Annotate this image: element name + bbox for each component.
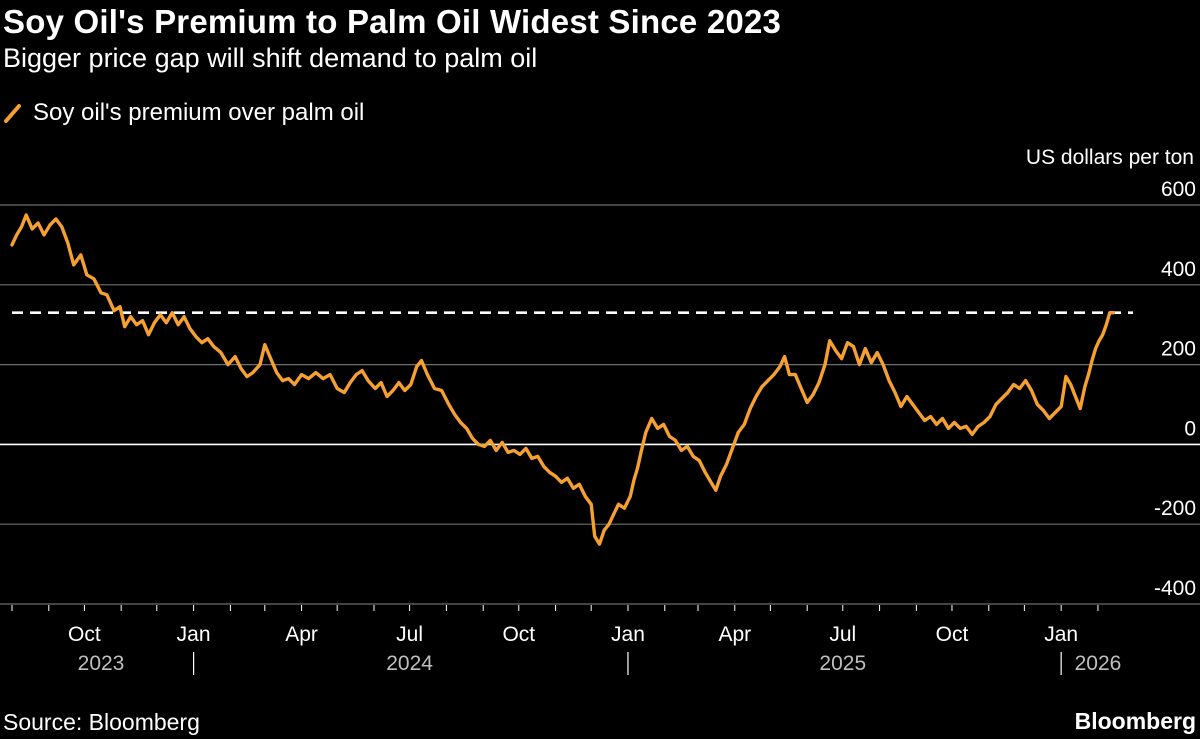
y-tick-label: 600 xyxy=(1161,178,1196,201)
x-year-label: 2025 xyxy=(819,652,866,675)
legend-swatch-icon xyxy=(4,104,21,123)
x-axis: Oct Jan Apr Jul Oct Jan Apr Jul Oct Jan 2023 2024 20… xyxy=(11,605,1122,675)
series-line xyxy=(10,213,1116,546)
y-tick-label: -400 xyxy=(1154,577,1196,600)
series-layer xyxy=(10,213,1116,546)
x-tick-label: Jul xyxy=(396,623,423,646)
y-tick-label: 0 xyxy=(1184,417,1196,440)
x-tick-label: Oct xyxy=(502,623,535,646)
x-tick-label: Jul xyxy=(829,623,856,646)
x-tick-label: Jan xyxy=(611,623,645,646)
x-tick-label: Oct xyxy=(68,623,101,646)
legend-label: Soy oil's premium over palm oil xyxy=(33,99,365,126)
y-tick-label: 400 xyxy=(1161,258,1196,281)
x-tick-label: Jan xyxy=(177,623,211,646)
legend: Soy oil's premium over palm oil xyxy=(3,98,364,128)
x-year-label: 2024 xyxy=(386,652,433,675)
chart-title: Soy Oil's Premium to Palm Oil Widest Sin… xyxy=(3,3,782,40)
x-tick-label: Apr xyxy=(285,623,318,646)
chart-subtitle: Bigger price gap will shift demand to pa… xyxy=(3,43,538,73)
x-tick-label: Apr xyxy=(718,623,751,646)
y-axis: 600 400 200 0 -200 -400 xyxy=(1154,178,1196,600)
x-tick-label: Jan xyxy=(1044,623,1078,646)
x-year-label: 2026 xyxy=(1075,652,1122,675)
brand-logo: Bloomberg xyxy=(1074,708,1196,734)
y-tick-label: -200 xyxy=(1154,497,1196,520)
source-note: Source: Bloomberg xyxy=(3,709,200,735)
x-year-label: 2023 xyxy=(78,652,125,675)
x-tick-label: Oct xyxy=(936,623,969,646)
gridlines xyxy=(0,204,1200,605)
y-tick-label: 200 xyxy=(1161,338,1196,361)
y-axis-label: US dollars per ton xyxy=(1026,146,1194,169)
